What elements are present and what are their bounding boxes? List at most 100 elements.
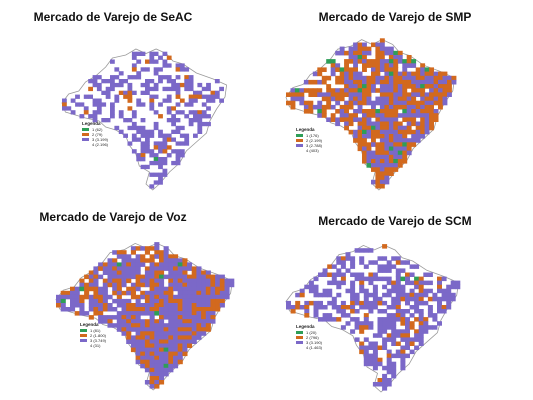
municipality-cell	[386, 321, 392, 326]
municipality-cell	[168, 351, 174, 357]
municipality-cell	[171, 86, 176, 92]
municipality-cell	[322, 288, 328, 294]
municipality-cell	[177, 270, 183, 275]
municipality-cell	[388, 92, 394, 97]
legend-item: 3 (3.199)	[82, 137, 108, 142]
municipality-cell	[326, 88, 332, 93]
legend-item: 1 (176)	[296, 133, 322, 138]
municipality-cell	[330, 71, 336, 77]
municipality-cell	[366, 154, 372, 160]
municipality-cell	[379, 109, 385, 114]
municipality-cell	[126, 270, 132, 275]
municipality-cell	[375, 79, 381, 85]
municipality-cell	[187, 294, 193, 300]
municipality-cell	[348, 129, 354, 135]
municipality-cell	[336, 284, 342, 290]
municipality-cell	[193, 98, 198, 103]
municipality-cell	[388, 121, 394, 127]
municipality-cell	[193, 114, 198, 119]
municipality-cell	[326, 104, 332, 110]
municipality-cell	[140, 343, 146, 348]
municipality-cell	[110, 114, 115, 119]
municipality-cell	[131, 67, 137, 72]
municipality-cell	[191, 315, 197, 320]
municipality-cell	[371, 154, 376, 160]
municipality-cell	[196, 298, 202, 304]
municipality-cell	[317, 71, 323, 77]
municipality-cell	[384, 121, 390, 127]
municipality-cell	[121, 307, 127, 312]
municipality-cell	[210, 303, 216, 308]
municipality-cell	[131, 121, 137, 127]
municipality-cell	[179, 67, 185, 72]
municipality-cell	[372, 272, 378, 277]
municipality-cell	[406, 146, 412, 152]
municipality-cell	[402, 88, 408, 93]
municipality-cell	[210, 311, 216, 316]
municipality-cell	[173, 339, 179, 344]
municipality-cell	[126, 339, 132, 344]
municipality-cell	[84, 294, 90, 300]
municipality-cell	[70, 98, 76, 103]
municipality-cell	[414, 296, 420, 302]
municipality-cell	[366, 117, 372, 122]
municipality-cell	[205, 282, 211, 288]
municipality-cell	[154, 286, 160, 292]
municipality-cell	[173, 258, 179, 263]
municipality-cell	[158, 180, 163, 185]
municipality-cell	[149, 51, 155, 56]
municipality-cell	[402, 71, 408, 77]
municipality-cell	[303, 88, 309, 93]
municipality-cell	[377, 382, 383, 387]
municipality-cell	[159, 343, 165, 348]
municipality-cell	[362, 129, 367, 135]
municipality-cell	[357, 96, 363, 102]
municipality-cell	[171, 114, 176, 119]
municipality-cell	[368, 305, 374, 310]
municipality-cell	[127, 90, 133, 95]
municipality-cell	[372, 305, 378, 310]
municipality-cell	[427, 280, 433, 286]
municipality-cell	[400, 296, 406, 302]
municipality-cell	[219, 294, 225, 300]
municipality-cell	[140, 294, 146, 300]
municipality-cell	[158, 164, 163, 170]
municipality-cell	[154, 367, 160, 373]
municipality-cell	[411, 96, 417, 102]
municipality-cell	[173, 262, 179, 267]
municipality-cell	[168, 367, 174, 373]
municipality-cell	[214, 79, 220, 84]
municipality-cell	[438, 100, 443, 106]
municipality-cell	[406, 109, 412, 114]
municipality-cell	[424, 100, 430, 106]
municipality-cell	[93, 294, 99, 300]
municipality-cell	[163, 359, 169, 365]
municipality-cell	[395, 284, 401, 290]
municipality-cell	[149, 319, 155, 324]
municipality-cell	[201, 121, 207, 127]
municipality-cell	[442, 96, 448, 102]
municipality-cell	[418, 325, 424, 330]
municipality-cell	[154, 376, 160, 381]
municipality-cell	[171, 118, 176, 123]
municipality-cell	[384, 179, 390, 185]
municipality-cell	[112, 307, 118, 312]
municipality-cell	[175, 118, 181, 123]
municipality-cell	[411, 109, 417, 114]
municipality-cell	[135, 266, 141, 271]
municipality-cell	[177, 339, 183, 344]
municipality-cell	[313, 305, 319, 310]
municipality-cell	[140, 319, 146, 324]
municipality-cell	[154, 290, 160, 296]
municipality-cell	[126, 298, 132, 304]
municipality-cell	[144, 380, 150, 385]
municipality-cell	[168, 266, 174, 271]
municipality-cell	[402, 59, 408, 64]
municipality-cell	[353, 71, 358, 77]
municipality-cell	[159, 278, 165, 284]
municipality-cell	[168, 274, 174, 280]
municipality-cell	[313, 309, 319, 314]
municipality-cell	[420, 125, 426, 131]
municipality-cell	[335, 75, 341, 81]
municipality-cell	[400, 292, 406, 298]
